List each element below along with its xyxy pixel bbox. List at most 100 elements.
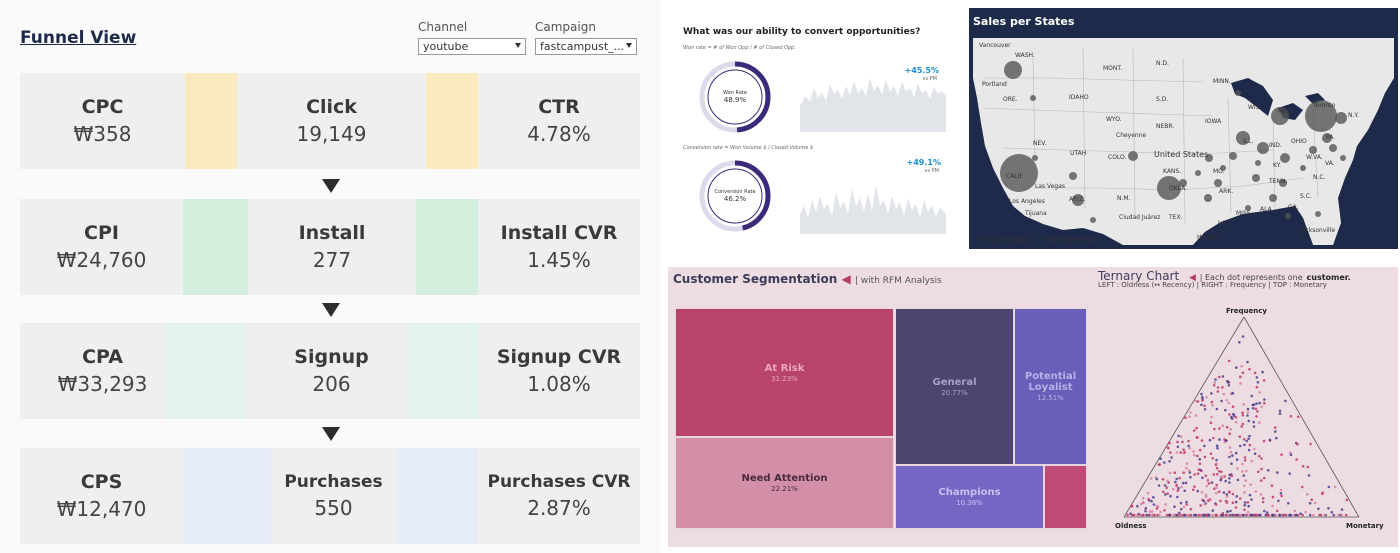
map-label: N.M. xyxy=(1117,195,1131,202)
segment-name: Potential Loyalist xyxy=(1024,371,1077,393)
metric-label: Purchases CVR xyxy=(487,472,631,492)
funnel-down-arrow-icon xyxy=(322,427,340,441)
ternary-dot xyxy=(1289,513,1293,517)
segment-champions[interactable]: Champions 10.38% xyxy=(895,465,1044,529)
ternary-note-bold: customer. xyxy=(1306,273,1351,282)
map-label: ALA. xyxy=(1260,206,1274,213)
ternary-dot xyxy=(1201,395,1204,399)
map-label: ARK. xyxy=(1219,188,1234,195)
ternary-dot xyxy=(1238,497,1242,500)
ternary-dot xyxy=(1241,462,1244,466)
ternary-dot xyxy=(1289,453,1293,456)
ternary-dot xyxy=(1215,407,1219,411)
ternary-dot xyxy=(1157,463,1161,466)
ternary-dot xyxy=(1220,399,1223,403)
ternary-dot xyxy=(1211,509,1215,512)
ternary-dot xyxy=(1194,399,1198,403)
ternary-dot xyxy=(1158,513,1161,517)
map-label: OHIO xyxy=(1291,138,1307,145)
ternary-dot xyxy=(1299,512,1302,515)
ternary-dot xyxy=(1185,466,1188,470)
ternary-dot xyxy=(1242,474,1246,477)
ternary-dot xyxy=(1256,381,1260,384)
ternary-dot xyxy=(1235,458,1239,461)
ternary-dot xyxy=(1216,390,1220,393)
ternary-dot xyxy=(1204,493,1208,496)
map-label: LA. xyxy=(1218,220,1228,227)
ternary-dot xyxy=(1274,430,1277,433)
ternary-dot xyxy=(1225,501,1228,505)
ternary-dot xyxy=(1186,513,1189,517)
ternary-dot xyxy=(1227,384,1231,387)
ternary-dot xyxy=(1293,509,1297,513)
ternary-dot xyxy=(1218,438,1221,441)
segment-name: At Risk xyxy=(764,362,805,374)
channel-label: Channel xyxy=(418,20,468,34)
ternary-dot xyxy=(1202,513,1205,517)
map-attribution[interactable]: © 2023 Mapbox © OpenStreetMap xyxy=(976,236,1099,244)
ternary-dot xyxy=(1310,498,1314,502)
ternary-dot xyxy=(1182,471,1185,474)
ternary-dot xyxy=(1308,501,1312,505)
ternary-dot xyxy=(1241,422,1245,426)
ternary-dot xyxy=(1147,513,1150,517)
map-label: N.C. xyxy=(1313,174,1326,181)
ternary-dot xyxy=(1271,495,1275,499)
segment-potential-loyalist[interactable]: Potential Loyalist 12.51% xyxy=(1014,308,1087,465)
ternary-dot xyxy=(1280,453,1283,456)
segment-other[interactable] xyxy=(1044,465,1087,529)
ternary-dot xyxy=(1248,367,1251,371)
ternary-dot xyxy=(1211,513,1214,517)
ternary-dot xyxy=(1218,375,1221,379)
ternary-dot xyxy=(1203,404,1206,407)
ternary-dot xyxy=(1213,487,1216,490)
map-label: KANS. xyxy=(1163,168,1182,175)
map-label: WYO. xyxy=(1106,116,1122,123)
ternary-dot xyxy=(1230,474,1234,478)
ternary-dot xyxy=(1238,341,1241,344)
metric-label: Signup CVR xyxy=(496,346,622,368)
ternary-dot xyxy=(1231,492,1235,496)
ternary-dot xyxy=(1215,444,1219,447)
map-label: COLO. xyxy=(1108,154,1127,161)
ternary-dot xyxy=(1161,478,1165,481)
segment-name: Need Attention xyxy=(741,473,828,484)
ternary-dot xyxy=(1224,408,1227,412)
segment-general[interactable]: General 20.77% xyxy=(895,308,1014,465)
segment-at-risk[interactable]: At Risk 31.23% xyxy=(675,308,894,437)
map-label: WIS. xyxy=(1248,104,1262,111)
us-map[interactable]: Vancouver WASH. MONT. N.D. MINN. Portlan… xyxy=(973,38,1394,245)
won-rate-arc xyxy=(699,61,771,133)
ternary-dot xyxy=(1200,392,1203,396)
ternary-dot xyxy=(1144,507,1148,510)
ternary-dot xyxy=(1181,513,1185,517)
ternary-dot xyxy=(1221,386,1224,389)
campaign-select-value: fastcampust_... xyxy=(540,40,625,53)
ternary-dot xyxy=(1296,442,1299,446)
map-label: Las Vegas xyxy=(1035,183,1065,190)
ternary-dot xyxy=(1176,445,1180,449)
ternary-dot xyxy=(1340,513,1344,517)
ternary-dot xyxy=(1327,507,1330,510)
segment-need-attention[interactable]: Need Attention 22.21% xyxy=(675,437,894,529)
map-label: Ciudad Juárez xyxy=(1119,214,1161,221)
ternary-dot xyxy=(1279,492,1283,495)
ternary-dot xyxy=(1253,452,1257,455)
metric-signup: Signup 206 xyxy=(245,323,418,419)
ternary-dot xyxy=(1222,491,1226,494)
ternary-dot xyxy=(1166,492,1170,495)
metric-value: 206 xyxy=(312,372,351,396)
ternary-dot xyxy=(1228,491,1231,494)
ternary-dot xyxy=(1184,481,1188,485)
ternary-dot xyxy=(1177,487,1180,490)
sales-bubbles xyxy=(1000,61,1347,223)
channel-select[interactable]: youtube xyxy=(418,38,526,55)
ternary-dot xyxy=(1182,505,1186,509)
ternary-dot xyxy=(1142,501,1145,505)
ternary-dot xyxy=(1278,412,1282,415)
ternary-dot xyxy=(1247,437,1250,441)
ternary-dot xyxy=(1234,415,1238,419)
conversion-rate-donut: Conversion Rate 46.2% xyxy=(699,160,771,232)
ternary-dot xyxy=(1151,513,1154,517)
campaign-select[interactable]: fastcampust_... xyxy=(535,38,637,55)
